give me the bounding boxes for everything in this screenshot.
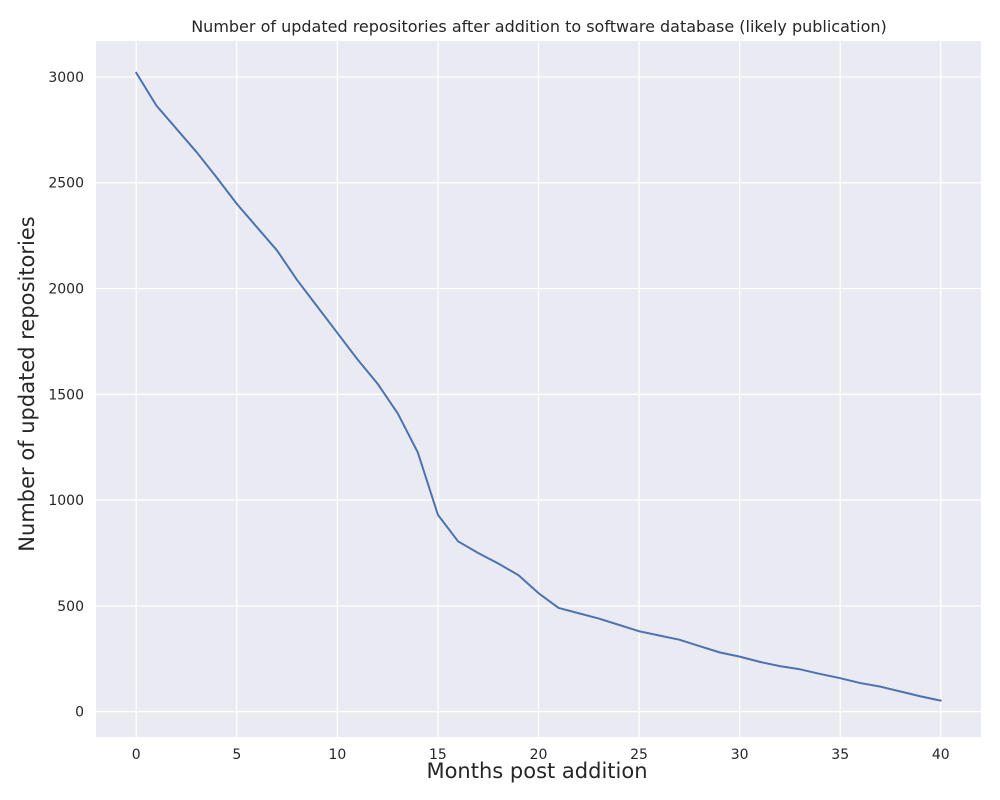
x-tick-label: 10	[328, 747, 346, 763]
x-tick-label: 0	[132, 747, 141, 763]
y-tick-label: 1000	[48, 493, 84, 509]
chart-title: Number of updated repositories after add…	[191, 17, 887, 36]
x-tick-labels: 0 5 10 15 20 25 30 35 40	[132, 747, 950, 763]
x-tick-label: 35	[831, 747, 849, 763]
x-axis-title: Months post addition	[426, 759, 647, 783]
y-tick-label: 2500	[48, 176, 84, 192]
y-tick-label: 0	[75, 705, 84, 721]
y-tick-label: 2000	[48, 282, 84, 298]
x-tick-label: 25	[630, 747, 648, 763]
x-tick-label: 5	[232, 747, 241, 763]
x-tick-label: 15	[429, 747, 447, 763]
x-tick-label: 40	[932, 747, 950, 763]
y-tick-labels: 0 500 1000 1500 2000 2500 3000	[48, 70, 84, 721]
y-tick-label: 500	[57, 599, 84, 615]
y-tick-label: 3000	[48, 70, 84, 86]
x-grid-lines	[135, 41, 942, 737]
y-tick-label: 1500	[48, 387, 84, 403]
y-axis-title: Number of updated repositories	[15, 216, 39, 551]
series-line	[135, 71, 942, 702]
x-tick-label: 30	[731, 747, 749, 763]
data-series-group	[135, 71, 942, 702]
x-tick-label: 20	[530, 747, 548, 763]
